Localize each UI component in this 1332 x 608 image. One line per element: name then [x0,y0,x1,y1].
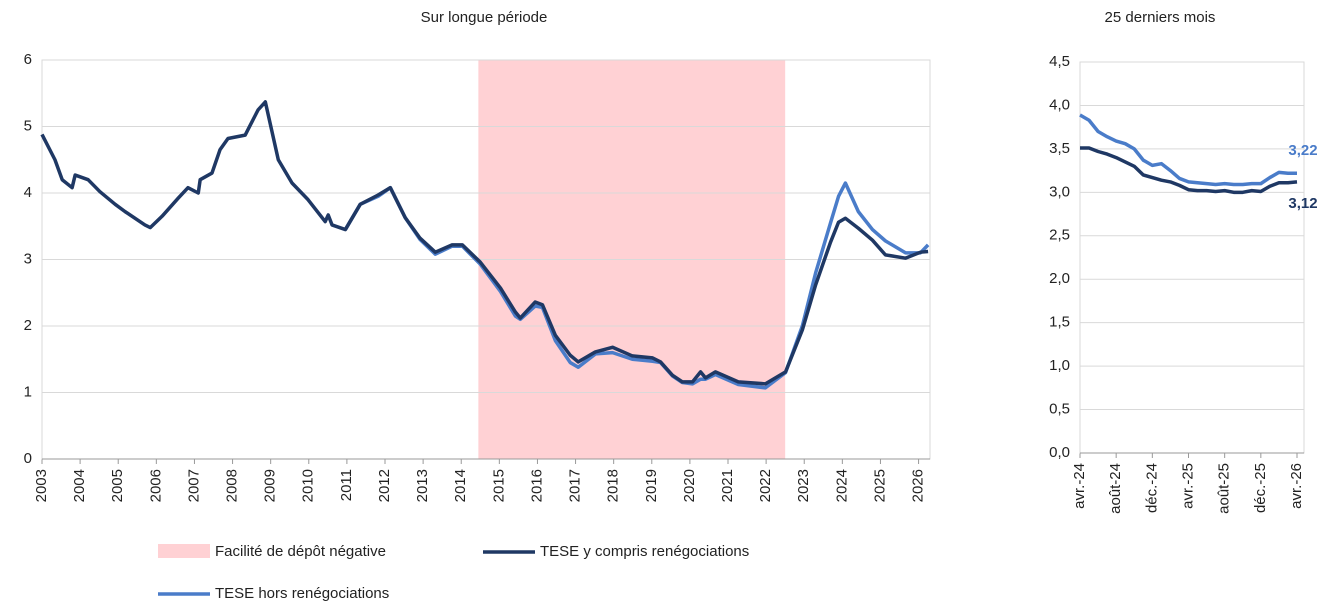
y-tick-label: 1 [24,383,32,400]
x-tick-label: déc.-25 [1252,463,1269,513]
x-tick-label: août-24 [1107,463,1124,514]
x-tick-label: août-25 [1216,463,1233,514]
x-tick-label: 2004 [71,469,88,502]
x-tick-label: 2011 [338,469,355,501]
line-series [40,100,929,386]
x-tick-label: 2020 [681,469,698,502]
y-tick-label: 4 [24,184,32,201]
line-series [1079,113,1297,187]
line-series [1080,146,1298,195]
x-tick-label: 2022 [757,469,774,502]
x-tick-label: 2014 [452,469,469,502]
chart-title: 25 derniers mois [1105,9,1216,26]
x-tick-label: 2015 [490,469,507,502]
y-tick-label: 1,5 [1049,314,1070,331]
y-tick-label: 5 [24,117,32,134]
plot-border [1079,61,1305,454]
x-tick-label: 2023 [795,469,812,502]
y-tick-label: 4,5 [1049,53,1070,70]
x-tick-label: avr.-26 [1288,463,1305,509]
x-tick-label: 2018 [605,469,622,502]
x-tick-label: 2025 [871,469,888,502]
legend-label: TESE y compris renégociations [540,543,749,560]
chart-title: Sur longue période [421,9,548,26]
y-tick-label: 0,5 [1049,401,1070,418]
y-tick-label: 3 [24,250,32,267]
x-tick-label: 2012 [376,469,393,502]
y-tick-label: 2,5 [1049,227,1070,244]
legend-label: TESE hors renégociations [215,585,389,602]
y-tick-label: 3,5 [1049,140,1070,157]
x-tick-label: avr.-25 [1179,463,1196,509]
y-tick-label: 2 [24,317,32,334]
y-tick-label: 3,0 [1049,183,1070,200]
x-tick-label: 2008 [224,469,241,502]
x-tick-label: 2005 [109,469,126,502]
x-tick-label: 2024 [833,469,850,502]
x-tick-label: 2019 [643,469,660,502]
y-tick-label: 0 [24,450,32,467]
x-tick-label: 2006 [147,469,164,502]
legend-label: Facilité de dépôt négative [215,543,386,560]
y-tick-label: 6 [24,51,32,68]
x-tick-label: 2013 [414,469,431,502]
x-tick-label: 2007 [185,469,202,502]
value-label: 3,22 [1288,142,1317,159]
x-tick-label: 2010 [300,469,317,502]
x-tick-label: 2021 [719,469,736,502]
x-tick-label: 2026 [910,469,927,502]
x-tick-label: 2016 [528,469,545,502]
y-tick-label: 0,0 [1049,444,1070,461]
y-tick-label: 4,0 [1049,96,1070,113]
x-tick-label: déc.-24 [1143,463,1160,513]
x-tick-label: 2009 [262,469,279,502]
x-tick-label: 2003 [33,469,50,502]
value-label: 3,12 [1288,195,1317,212]
y-tick-label: 1,0 [1049,357,1070,374]
x-tick-label: 2017 [567,469,584,502]
legend-swatch [158,544,210,558]
x-tick-label: avr.-24 [1071,463,1088,509]
y-tick-label: 2,0 [1049,270,1070,287]
